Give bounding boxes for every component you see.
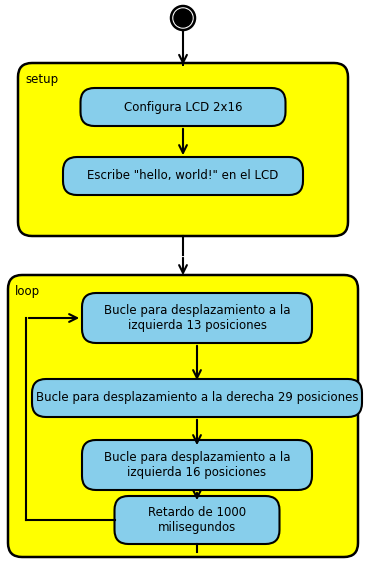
Text: Bucle para desplazamiento a la derecha 29 posiciones: Bucle para desplazamiento a la derecha 2…: [36, 391, 358, 405]
FancyBboxPatch shape: [8, 275, 358, 557]
Text: Escribe "hello, world!" en el LCD: Escribe "hello, world!" en el LCD: [87, 169, 279, 183]
Circle shape: [174, 9, 192, 27]
Text: Retardo de 1000
milisegundos: Retardo de 1000 milisegundos: [148, 506, 246, 534]
Text: Bucle para desplazamiento a la
izquierda 16 posiciones: Bucle para desplazamiento a la izquierda…: [104, 451, 290, 479]
FancyBboxPatch shape: [81, 88, 285, 126]
FancyBboxPatch shape: [115, 496, 280, 544]
FancyBboxPatch shape: [82, 440, 312, 490]
FancyBboxPatch shape: [63, 157, 303, 195]
FancyBboxPatch shape: [18, 63, 348, 236]
Text: Configura LCD 2x16: Configura LCD 2x16: [124, 100, 242, 114]
FancyBboxPatch shape: [32, 379, 362, 417]
Text: loop: loop: [15, 285, 40, 297]
Text: Bucle para desplazamiento a la
izquierda 13 posiciones: Bucle para desplazamiento a la izquierda…: [104, 304, 290, 332]
Text: setup: setup: [25, 72, 58, 86]
FancyBboxPatch shape: [82, 293, 312, 343]
